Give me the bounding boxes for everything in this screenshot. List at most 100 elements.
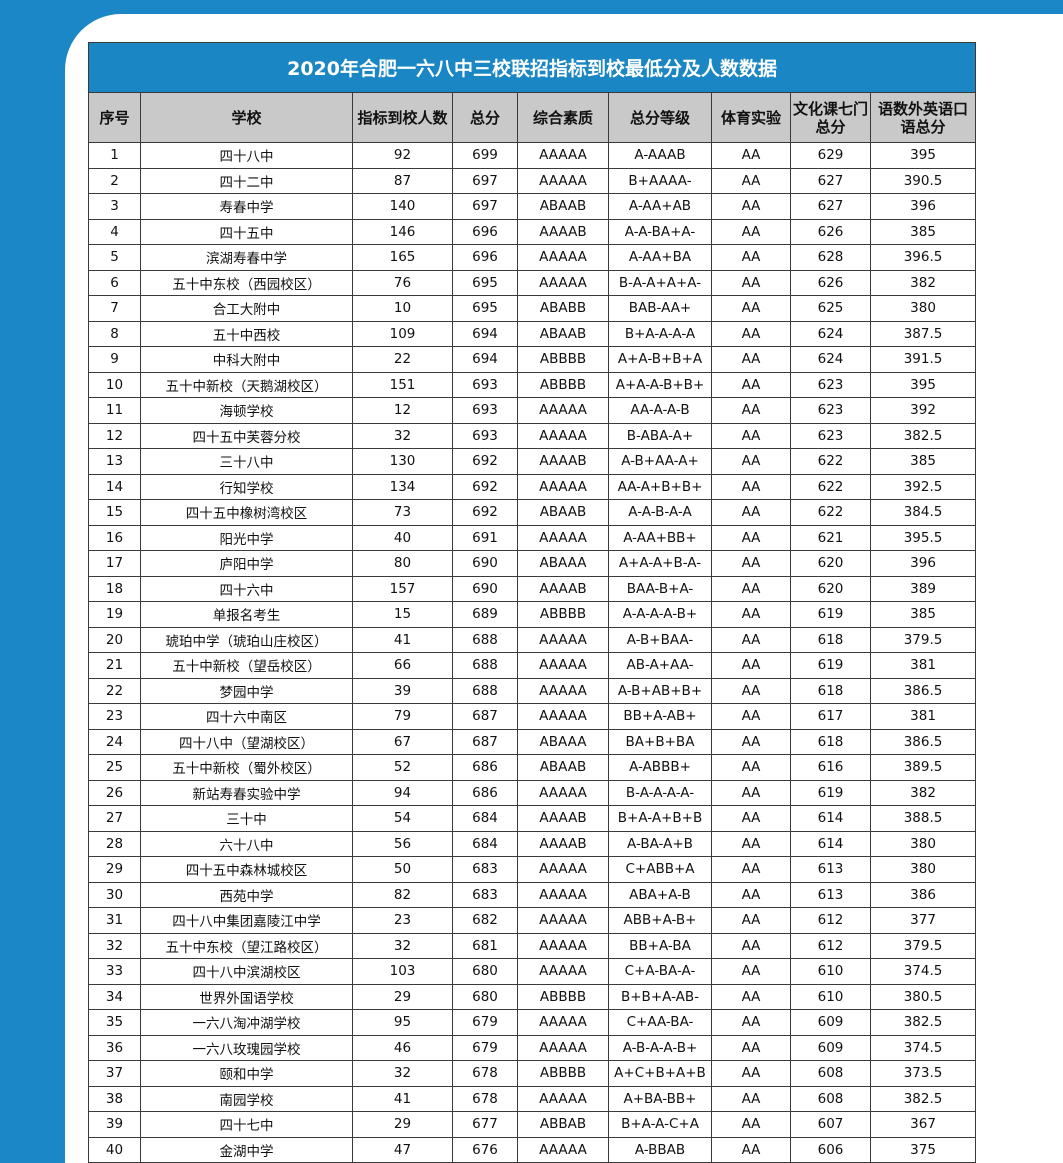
table-cell: 618: [790, 728, 871, 755]
table-cell: 621: [790, 524, 871, 551]
table-cell: AAAAA: [517, 907, 609, 934]
table-row: 15 四十五中橡树湾校区 73 692 ABAAB A-A-B-A-A AA 622 384.5: [88, 499, 977, 526]
table-cell: AAAAA: [517, 524, 609, 551]
table-cell: 四十八中滨湖校区: [140, 958, 353, 985]
table-cell: 4: [88, 218, 141, 245]
table-cell: 696: [452, 244, 518, 271]
table-row: 29 四十五中森林城校区 50 683 AAAAA C+ABB+A AA 613 380: [88, 856, 977, 883]
table-cell: 40: [352, 524, 453, 551]
table-cell: 610: [790, 983, 871, 1010]
table-row: 39 四十七中 29 677 ABBAB B+A-A-C+A AA 607 367: [88, 1111, 977, 1138]
table-cell: 35: [88, 1009, 141, 1036]
table-cell: 678: [452, 1060, 518, 1087]
table-cell: 六十八中: [140, 830, 353, 857]
table-cell: 146: [352, 218, 453, 245]
table-cell: 新站寿春实验中学: [140, 779, 353, 806]
table-row: 36 一六八玫瑰园学校 46 679 AAAAA A-B-A-A-B+ AA 609 374.5: [88, 1034, 977, 1061]
table-cell: 73: [352, 499, 453, 526]
table-cell: A-AAAB: [608, 142, 712, 169]
table-cell: 676: [452, 1136, 518, 1163]
table-row: 3 寿春中学 140 697 ABAAB A-AA+AB AA 627 396: [88, 193, 977, 220]
table-cell: 7: [88, 295, 141, 322]
table-cell: 382: [869, 269, 977, 296]
table-cell: 梦园中学: [140, 677, 353, 704]
table-row: 2 四十二中 87 697 AAAAA B+AAAA- AA 627 390.5: [88, 167, 977, 194]
header-row: 序号 学校 指标到校人数 总分 综合素质 总分等级 体育实验 文化课七门总分 语数外英语口语总分: [88, 92, 977, 143]
header-cell: 体育实验: [711, 92, 791, 143]
table-cell: AA: [711, 677, 791, 704]
table-cell: 5: [88, 244, 141, 271]
table-cell: 四十八中: [140, 142, 353, 169]
table-cell: AAAAB: [517, 805, 609, 832]
table-cell: AAAAB: [517, 575, 609, 602]
table-cell: AA: [711, 320, 791, 347]
table-row: 8 五十中西校 109 694 ABAAB B+A-A-A-A AA 624 387.5: [88, 320, 977, 347]
table-cell: 680: [452, 958, 518, 985]
table-cell: B+AAAA-: [608, 167, 712, 194]
table-cell: 1: [88, 142, 141, 169]
table-cell: AA: [711, 601, 791, 628]
table-cell: 五十中西校: [140, 320, 353, 347]
table-cell: AAAAA: [517, 473, 609, 500]
table-cell: 609: [790, 1034, 871, 1061]
table-cell: 624: [790, 346, 871, 373]
table-row: 20 琥珀中学（琥珀山庄校区） 41 688 AAAAA A-B+BAA- AA 618 379…: [88, 626, 977, 653]
table-cell: 386.5: [869, 677, 977, 704]
table-cell: 134: [352, 473, 453, 500]
table-cell: AA-A-A-B: [608, 397, 712, 424]
table-cell: 103: [352, 958, 453, 985]
table-cell: 619: [790, 779, 871, 806]
table-cell: AA: [711, 881, 791, 908]
table-row: 35 一六八淘冲湖学校 95 679 AAAAA C+AA-BA- AA 609 382.5: [88, 1009, 977, 1036]
table-cell: 389: [869, 575, 977, 602]
table-row: 28 六十八中 56 684 AAAAB A-BA-A+B AA 614 380: [88, 830, 977, 857]
table-cell: AAAAA: [517, 958, 609, 985]
table-cell: 395: [869, 371, 977, 398]
table-cell: 687: [452, 703, 518, 730]
table-cell: A-AA+AB: [608, 193, 712, 220]
table-cell: 67: [352, 728, 453, 755]
table-cell: B+A-A-C+A: [608, 1111, 712, 1138]
table-cell: 39: [88, 1111, 141, 1138]
table-cell: AA-A+B+B+: [608, 473, 712, 500]
table-cell: 699: [452, 142, 518, 169]
table-cell: 41: [352, 1085, 453, 1112]
table-cell: AA: [711, 473, 791, 500]
table-cell: AAAAB: [517, 830, 609, 857]
table-cell: 12: [88, 422, 141, 449]
table-cell: BB+A-AB+: [608, 703, 712, 730]
table-cell: AA: [711, 499, 791, 526]
table-cell: AA: [711, 269, 791, 296]
table-cell: 四十五中橡树湾校区: [140, 499, 353, 526]
table-cell: 386: [869, 881, 977, 908]
table-cell: ABAAB: [517, 193, 609, 220]
table-cell: AAAAA: [517, 397, 609, 424]
table-cell: 395.5: [869, 524, 977, 551]
table-cell: AA: [711, 575, 791, 602]
table-cell: 690: [452, 575, 518, 602]
table-cell: 14: [88, 473, 141, 500]
table-cell: AA: [711, 1136, 791, 1163]
table-cell: 626: [790, 218, 871, 245]
table-cell: 679: [452, 1034, 518, 1061]
table-cell: 387.5: [869, 320, 977, 347]
table-cell: AAAAB: [517, 448, 609, 475]
table-cell: A+A-A-B+B+: [608, 371, 712, 398]
table-cell: 606: [790, 1136, 871, 1163]
table-cell: AA: [711, 983, 791, 1010]
table-cell: 396: [869, 193, 977, 220]
table-cell: 23: [352, 907, 453, 934]
table-cell: 693: [452, 397, 518, 424]
table-cell: 五十中新校（蜀外校区）: [140, 754, 353, 781]
table-cell: 21: [88, 652, 141, 679]
table-row: 11 海顿学校 12 693 AAAAA AA-A-A-B AA 623 392: [88, 397, 977, 424]
table-cell: 396: [869, 550, 977, 577]
table-cell: ABAAA: [517, 728, 609, 755]
table-cell: 29: [352, 983, 453, 1010]
table-title: 2020年合肥一六八中三校联招指标到校最低分及人数数据: [87, 42, 977, 93]
table-cell: 82: [352, 881, 453, 908]
table-cell: A-BA-A+B: [608, 830, 712, 857]
table-cell: B+B+A-AB-: [608, 983, 712, 1010]
table-cell: AA: [711, 703, 791, 730]
table-row: 14 行知学校 134 692 AAAAA AA-A+B+B+ AA 622 392.5: [88, 473, 977, 500]
